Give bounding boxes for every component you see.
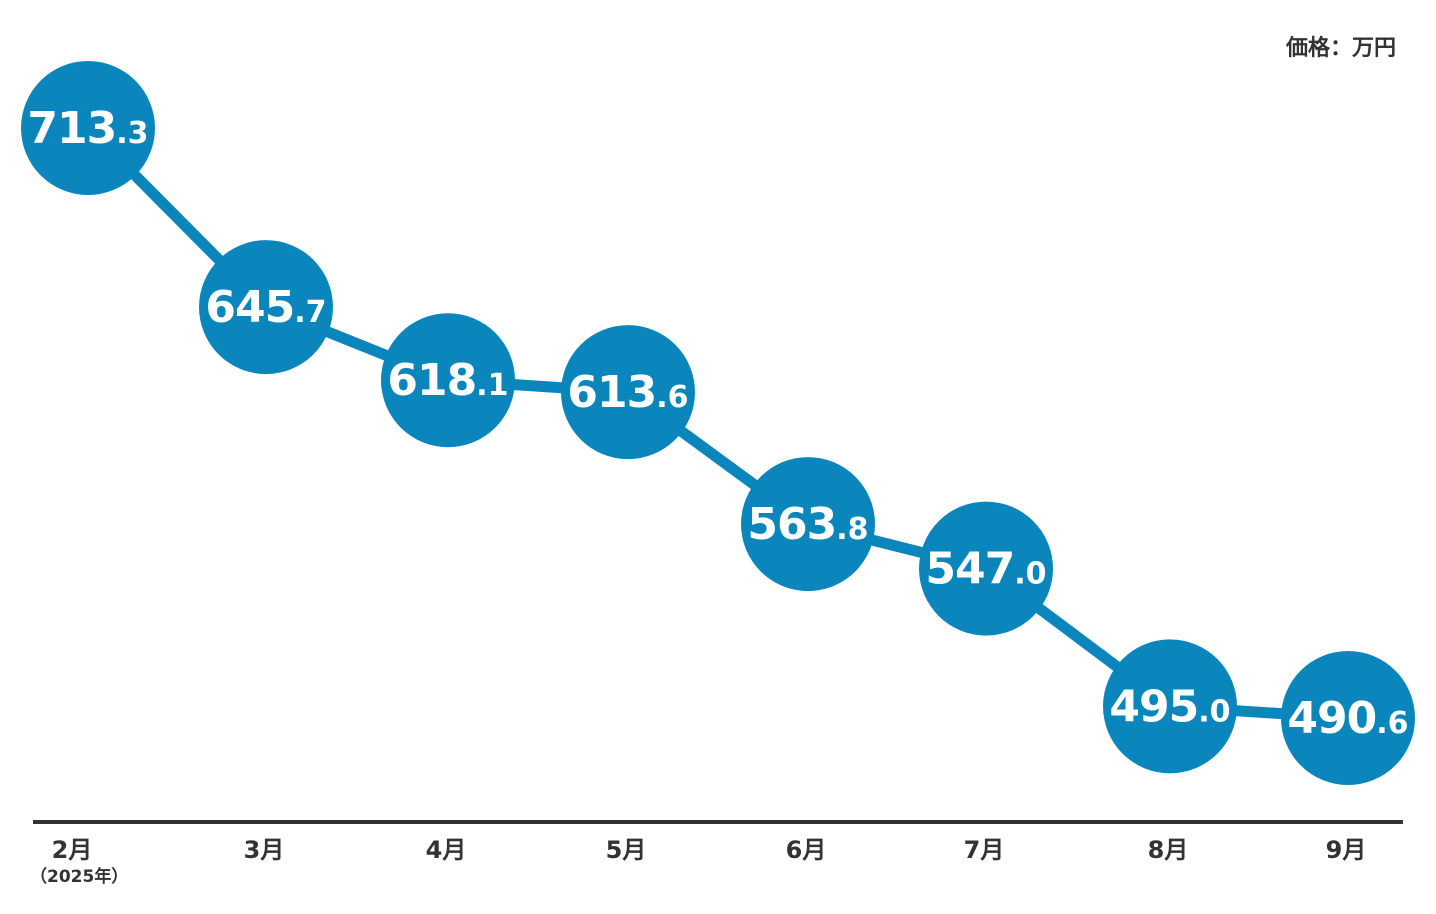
data-point: 613.6 [561, 325, 695, 460]
x-tick-label: 2月 [52, 836, 93, 864]
x-tick-label: 6月 [786, 836, 827, 864]
data-point: 495.0 [1103, 639, 1237, 774]
data-point: 713.3 [21, 61, 155, 195]
data-label: 490.6 [1287, 693, 1408, 744]
point-marker [919, 501, 1053, 636]
data-point: 563.8 [741, 457, 875, 592]
data-point: 490.6 [1281, 651, 1415, 785]
data-label: 645.7 [205, 282, 326, 333]
data-point: 547.0 [919, 501, 1053, 636]
point-marker [1281, 651, 1415, 785]
x-tick-label: 3月 [244, 836, 285, 864]
point-marker [1103, 639, 1237, 774]
data-label: 613.6 [567, 367, 688, 418]
point-marker [199, 240, 333, 375]
data-points: 713.3 645.7 618.1 613.6 563.8 547.0 495.0 490.6 [21, 61, 1415, 785]
unit-label: 価格：万円 [1285, 36, 1396, 61]
x-tick-label: 9月 [1326, 836, 1367, 864]
point-marker [381, 313, 515, 448]
data-label: 495.0 [1109, 681, 1230, 732]
x-tick-label: 5月 [606, 836, 647, 864]
data-point: 618.1 [381, 313, 515, 448]
year-note: （2025年） [30, 867, 129, 887]
data-label: 618.1 [387, 355, 508, 406]
x-tick-label: 8月 [1148, 836, 1189, 864]
x-tick-label: 4月 [426, 836, 467, 864]
x-tick-labels: 2月 3月 4月 5月 6月 7月 8月 9月 [52, 836, 1367, 864]
data-label: 563.8 [747, 499, 868, 550]
x-tick-label: 7月 [964, 836, 1005, 864]
point-marker [561, 325, 695, 460]
data-label: 713.3 [27, 103, 148, 154]
series-lines [84, 124, 1349, 724]
point-marker [21, 61, 155, 195]
point-marker [741, 457, 875, 592]
data-label: 547.0 [925, 544, 1046, 595]
data-point: 645.7 [199, 240, 333, 375]
